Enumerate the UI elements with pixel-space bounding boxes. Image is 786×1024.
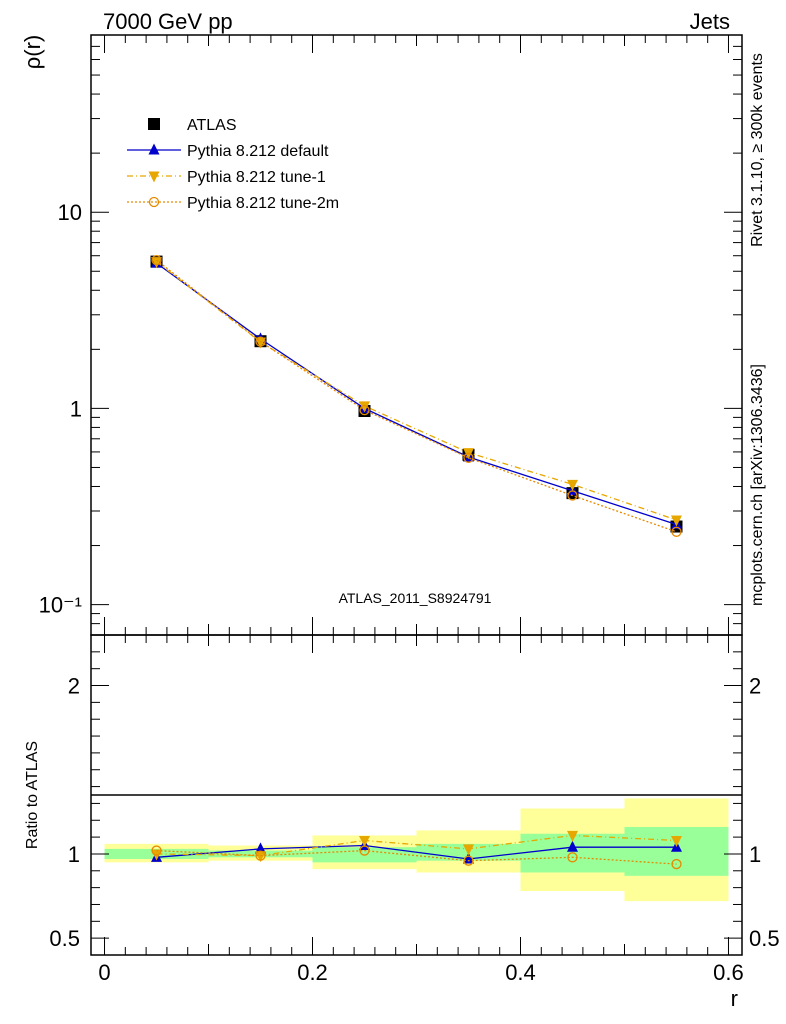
legend-marker-tune1 [148, 171, 160, 183]
tune2m-ratio-point-0 [151, 845, 162, 856]
main-y-axis-label: ρ(r) [20, 35, 45, 70]
tune1-ratio-point-5 [670, 835, 682, 847]
tune2m-main-point-5 [671, 526, 682, 537]
process-label: Jets [690, 9, 730, 34]
tune1-main-point-2 [359, 401, 371, 413]
tune2m-ratio-point-3 [463, 855, 474, 866]
tune2m-main-point-3 [463, 452, 474, 463]
x-tick-label-0: 0 [98, 960, 110, 985]
tune1-ratio-point-4 [566, 830, 578, 842]
tune1-main-line [156, 261, 677, 521]
ratio-y-tick-label-left-0: 0.5 [49, 926, 80, 951]
tune2m-ratio-point-1 [255, 850, 266, 861]
ratio-y-tick-label-left-1: 1 [68, 842, 80, 867]
ratio-y-tick-label-right-0: 0.5 [749, 926, 780, 951]
tune2m-main-point-2 [359, 404, 370, 416]
main-y-tick-label-2: 10 [58, 200, 82, 225]
tune2m-main-line [156, 259, 677, 533]
tune1-main-point-0 [151, 257, 163, 269]
x-tick-label-3: 0.6 [713, 960, 744, 985]
series-layer [150, 254, 683, 870]
axis-tick-labels: 0 0.2 0.4 0.6 10⁻¹ 1 10 0.5 0.5 1 1 2 2 [39, 200, 780, 985]
default-main-line [156, 262, 677, 526]
x-axis-label: r [731, 986, 738, 1011]
ratio-y-tick-label-right-1: 1 [749, 842, 761, 867]
default-ratio-point-1 [255, 842, 267, 854]
tune2m-main-point-0 [151, 254, 162, 266]
tune1-main-point-5 [670, 515, 682, 527]
energy-label: 7000 GeV pp [103, 9, 233, 34]
legend-label-default: Pythia 8.212 default [187, 143, 329, 160]
tune2m-main-point-4 [567, 490, 578, 501]
x-tick-label-1: 0.2 [297, 960, 328, 985]
generator-label: Rivet 3.1.10, ≥ 300k events [749, 53, 766, 247]
default-ratio-line [156, 844, 677, 860]
tune2m-main-point-1 [255, 336, 266, 347]
tune2m-ratio-point-2 [359, 845, 370, 856]
legend-label-tune1: Pythia 8.212 tune-1 [187, 169, 326, 186]
tune2m-ratio-point-4 [567, 852, 578, 863]
tune1-ratio-point-3 [462, 844, 474, 856]
tune1-main-point-4 [566, 479, 578, 491]
legend-marker-tune2m [148, 196, 160, 208]
analysis-watermark: ATLAS_2011_S8924791 [339, 590, 492, 606]
tune1-ratio-point-1 [255, 851, 267, 863]
default-ratio-point-4 [566, 840, 578, 852]
legend: ATLAS Pythia 8.212 default Pythia 8.212 tu… [127, 117, 339, 212]
uncertainty-bands [104, 798, 729, 902]
legend-marker-data [148, 118, 160, 130]
source-label: mcplots.cern.ch [arXiv:1306.3436] [749, 364, 766, 606]
main-y-tick-label-0: 10⁻¹ [39, 593, 82, 618]
axis-ticks [91, 34, 742, 956]
tune1-ratio-point-2 [359, 835, 371, 847]
ratio-y-tick-label-right-2: 2 [749, 674, 761, 699]
tune2m-ratio-point-5 [671, 858, 682, 870]
legend-marker-default [148, 143, 160, 155]
legend-label-data: ATLAS [187, 117, 237, 134]
tune1-ratio-line [156, 834, 677, 857]
ratio-y-tick-label-left-2: 2 [68, 674, 80, 699]
tune2m-ratio-line [156, 849, 677, 865]
main-y-tick-label-1: 1 [70, 396, 82, 421]
x-tick-label-2: 0.4 [505, 960, 536, 985]
ratio-y-axis-label: Ratio to ATLAS [24, 741, 41, 849]
legend-label-tune2m: Pythia 8.212 tune-2m [187, 195, 339, 212]
